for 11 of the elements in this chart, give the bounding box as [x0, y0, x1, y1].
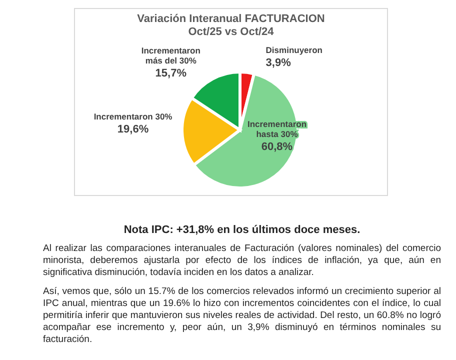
- text: Así, vemos que, sólo un 15.7% de los comercios relevados informó un crecimiento superior al IPC anual, mientras que un 19.6% lo hizo con incrementos coincidentes con el índice, lo cual permitiría inferir que mantuvieron sus niveles reales de actividad. Del resto, un 60.8% no logró acompañar ese incremento y, peor aún, un 3,9% disminuyó en términos nominales su facturación.: [43, 286, 441, 346]
- slice-label: Incrementaron 30%: [94, 111, 173, 122]
- data-label: 3,9%: [266, 57, 292, 69]
- slice-label: Disminuyeron: [266, 45, 322, 55]
- chart-title: Variación Interanual FACTURACION Oct/25 vs Oct/24: [136, 13, 326, 39]
- text: Al realizar las comparaciones interanuales de Facturación (valores nominales) del comercio minorista, deberemos ajustarla por efecto de los índices de inflación, ya que, aún en significativa disminución, todavía inciden en los datos a analizar.: [43, 243, 441, 279]
- data-label: 60,8%: [261, 141, 293, 153]
- data-label: 15,7%: [155, 68, 187, 80]
- slice-label: Incrementaron más del 30%: [141, 46, 200, 66]
- text: Nota IPC: +31,8% en los últimos doce meses.: [122, 224, 362, 236]
- data-label: 19,6%: [117, 123, 149, 136]
